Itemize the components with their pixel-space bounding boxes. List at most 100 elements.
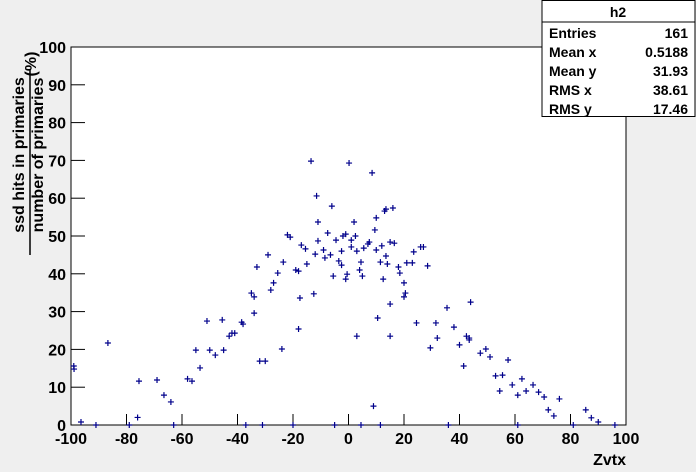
marker bbox=[274, 270, 281, 277]
marker bbox=[374, 315, 381, 322]
marker bbox=[134, 414, 141, 421]
marker bbox=[313, 192, 320, 199]
marker bbox=[70, 363, 77, 370]
x-tick-label: 0 bbox=[344, 431, 353, 448]
marker bbox=[420, 243, 427, 250]
marker bbox=[582, 406, 589, 413]
plot-frame bbox=[70, 46, 627, 426]
x-tick-label: 80 bbox=[562, 431, 580, 448]
marker bbox=[154, 377, 161, 384]
marker bbox=[352, 233, 359, 239]
marker bbox=[206, 347, 213, 354]
marker bbox=[477, 350, 484, 357]
y-tick-label: 10 bbox=[48, 380, 66, 397]
marker bbox=[92, 422, 99, 428]
marker bbox=[314, 237, 321, 244]
marker bbox=[466, 336, 473, 343]
marker bbox=[496, 387, 503, 394]
marker bbox=[197, 364, 204, 371]
marker bbox=[212, 352, 219, 359]
x-tick-label: -40 bbox=[226, 431, 249, 448]
marker bbox=[331, 422, 338, 428]
marker bbox=[499, 372, 506, 379]
marker bbox=[312, 251, 319, 258]
marker bbox=[344, 271, 351, 278]
marker bbox=[387, 301, 394, 308]
marker bbox=[278, 346, 285, 353]
marker bbox=[135, 378, 142, 385]
y-tick-label: 70 bbox=[48, 153, 66, 170]
marker bbox=[353, 248, 360, 255]
marker bbox=[167, 398, 174, 405]
marker bbox=[380, 276, 387, 283]
marker bbox=[366, 239, 373, 246]
marker bbox=[308, 158, 315, 165]
marker bbox=[251, 310, 258, 317]
marker bbox=[327, 251, 334, 258]
stat-value: 38.61 bbox=[653, 82, 688, 98]
marker bbox=[505, 356, 512, 363]
stat-label: RMS x bbox=[549, 82, 592, 98]
marker bbox=[588, 414, 595, 421]
marker bbox=[402, 290, 409, 297]
marker bbox=[287, 234, 294, 241]
marker bbox=[424, 262, 431, 269]
marker bbox=[382, 253, 389, 260]
y-tick-label: 20 bbox=[48, 342, 66, 359]
stat-label: Mean y bbox=[549, 63, 597, 79]
y-tick-label: 90 bbox=[48, 78, 66, 95]
marker bbox=[382, 206, 389, 213]
marker bbox=[467, 299, 474, 306]
marker bbox=[251, 293, 258, 300]
y-label-numerator: ssd hits in primaries bbox=[11, 77, 28, 233]
marker bbox=[357, 259, 364, 266]
marker bbox=[395, 263, 402, 270]
marker bbox=[595, 418, 602, 425]
marker bbox=[371, 226, 378, 233]
marker bbox=[353, 333, 360, 340]
marker bbox=[290, 422, 296, 428]
y-tick-label: 80 bbox=[48, 116, 66, 133]
y-label-denominator: number of primaries bbox=[30, 78, 47, 233]
marker bbox=[292, 267, 299, 274]
marker bbox=[556, 395, 563, 402]
marker bbox=[270, 279, 277, 286]
marker bbox=[387, 239, 394, 246]
stat-value: 31.93 bbox=[653, 63, 688, 79]
marker bbox=[351, 219, 358, 226]
marker bbox=[333, 237, 340, 244]
marker bbox=[370, 403, 377, 410]
y-label-unit: (%) bbox=[23, 52, 40, 77]
x-axis-label: Zvtx bbox=[593, 452, 626, 469]
marker bbox=[514, 422, 521, 428]
stat-label: Mean x bbox=[549, 44, 597, 60]
marker bbox=[321, 254, 328, 261]
marker bbox=[262, 358, 269, 365]
marker bbox=[541, 394, 548, 401]
marker bbox=[338, 248, 345, 255]
y-tick-label: 60 bbox=[48, 191, 66, 208]
marker bbox=[242, 422, 249, 428]
marker bbox=[391, 240, 398, 247]
marker bbox=[434, 335, 441, 342]
y-axis-label: ssd hits in primaries number of primarie… bbox=[11, 52, 47, 255]
marker bbox=[240, 321, 247, 328]
marker bbox=[253, 263, 260, 270]
x-tick-label: 100 bbox=[613, 431, 640, 448]
x-tick-label: 40 bbox=[451, 431, 469, 448]
marker bbox=[523, 387, 530, 394]
marker bbox=[335, 257, 342, 264]
stat-label: Entries bbox=[549, 25, 597, 41]
x-tick-label: -20 bbox=[281, 431, 304, 448]
marker bbox=[487, 353, 494, 360]
marker bbox=[384, 260, 391, 267]
stats-box bbox=[541, 0, 696, 117]
marker bbox=[338, 262, 345, 269]
stat-value: 0.5188 bbox=[645, 44, 688, 60]
marker bbox=[535, 389, 542, 396]
marker bbox=[348, 243, 355, 250]
marker bbox=[302, 245, 309, 252]
marker bbox=[378, 242, 385, 249]
